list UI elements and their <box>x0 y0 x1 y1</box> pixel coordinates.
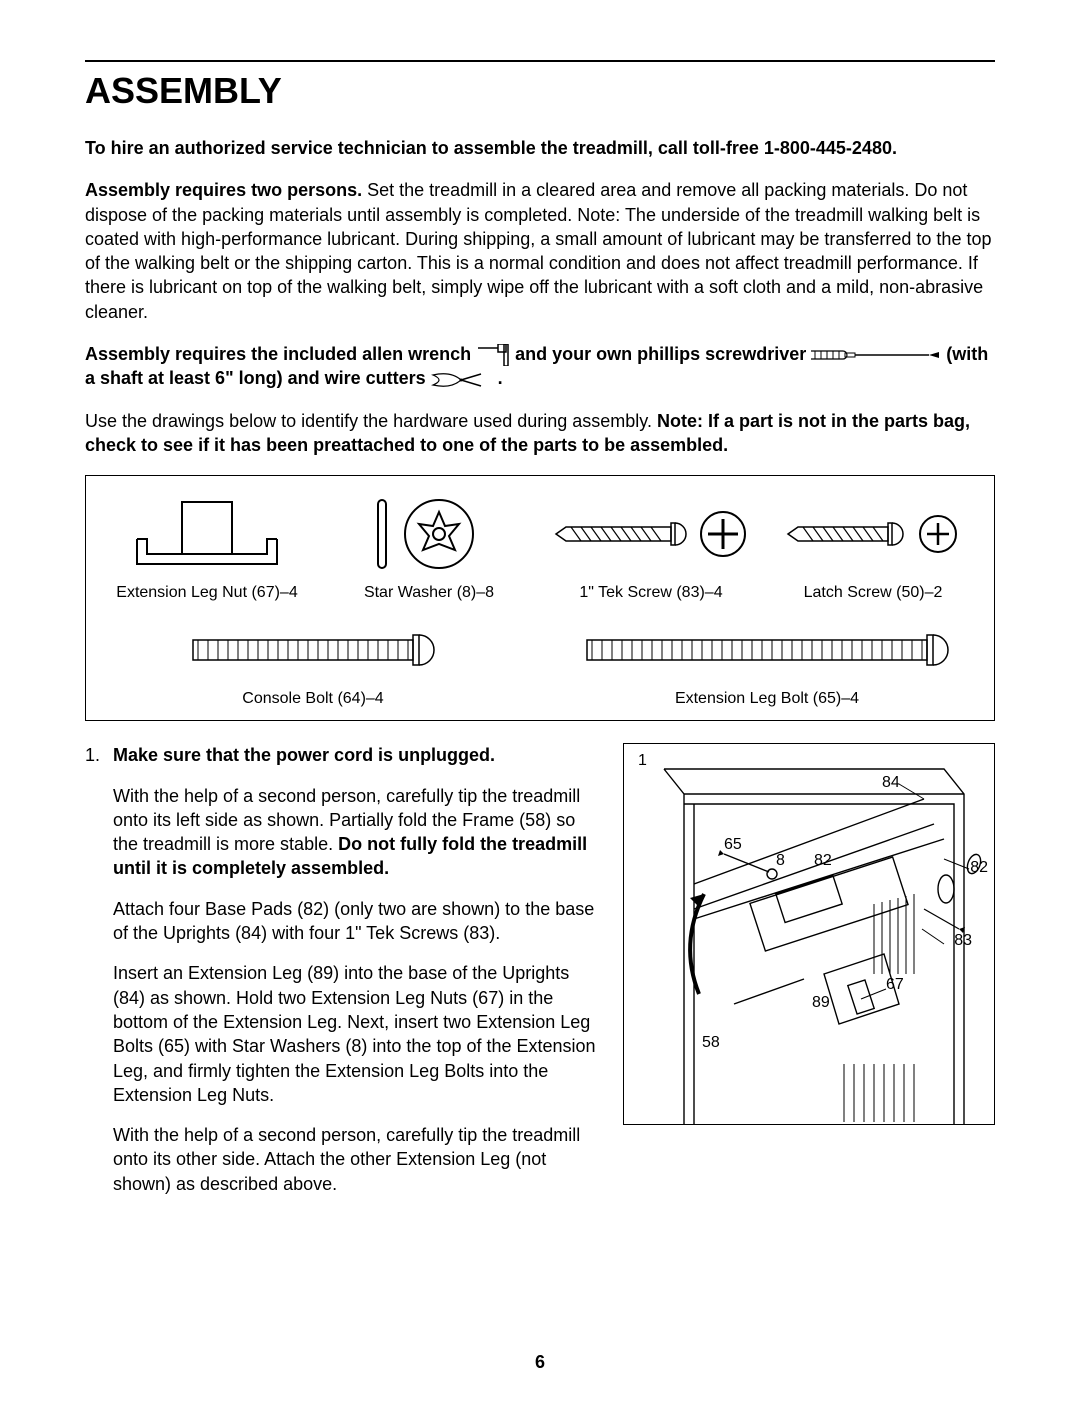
top-rule <box>85 60 995 62</box>
hw-tek-screw-label: 1" Tek Screw (83)–4 <box>550 584 752 602</box>
wire-cutters-icon <box>431 371 493 389</box>
hw-star-washer: Star Washer (8)–8 <box>328 494 530 602</box>
hw-leg-nut-label: Extension Leg Nut (67)–4 <box>106 584 308 602</box>
page-title: ASSEMBLY <box>85 70 995 112</box>
allen-wrench-icon <box>476 344 510 366</box>
treadmill-assembly-diagram-icon <box>624 744 994 1124</box>
identify-hardware-para: Use the drawings below to identify the h… <box>85 409 995 458</box>
dlabel-82a: 82 <box>814 852 832 870</box>
dlabel-58: 58 <box>702 1034 720 1052</box>
dlabel-84: 84 <box>882 774 900 792</box>
dlabel-89: 89 <box>812 994 830 1012</box>
tek-screw-icon <box>551 499 751 569</box>
hw-star-washer-label: Star Washer (8)–8 <box>328 584 530 602</box>
page: ASSEMBLY To hire an authorized service t… <box>0 0 1080 1413</box>
step1-p3: Insert an Extension Leg (89) into the ba… <box>113 961 603 1107</box>
hardware-box: Extension Leg Nut (67)–4 Star Washer (8)… <box>85 475 995 721</box>
requires-two-persons-para: Assembly requires two persons. Set the t… <box>85 178 995 324</box>
requires-two-rest: Set the treadmill in a cleared area and … <box>85 180 991 321</box>
step-1-section: Make sure that the power cord is unplugg… <box>85 743 995 1212</box>
dlabel-83: 83 <box>954 932 972 950</box>
tools-b: and your own phillips screwdriver <box>515 344 806 364</box>
page-number: 6 <box>85 1352 995 1373</box>
extension-leg-bolt-icon <box>577 625 957 675</box>
dlabel-82b: 82 <box>970 859 988 877</box>
step1-lead: Make sure that the power cord is unplugg… <box>113 745 495 765</box>
tools-d: . <box>498 368 503 388</box>
requires-two-lead: Assembly requires two persons. <box>85 180 362 200</box>
dlabel-67: 67 <box>886 976 904 994</box>
para3a: Use the drawings below to identify the h… <box>85 411 657 431</box>
hw-latch-screw: Latch Screw (50)–2 <box>772 494 974 602</box>
step1-p2: Attach four Base Pads (82) (only two are… <box>113 897 603 946</box>
step-1-diagram: 1 84 65 8 82 82 83 67 89 58 <box>623 743 995 1125</box>
hw-console-bolt-label: Console Bolt (64)–4 <box>106 690 520 708</box>
hw-extension-leg-nut: Extension Leg Nut (67)–4 <box>106 494 308 602</box>
star-washer-icon <box>374 494 484 574</box>
hw-tek-screw: 1" Tek Screw (83)–4 <box>550 494 752 602</box>
step-1-text: Make sure that the power cord is unplugg… <box>85 743 603 1212</box>
extension-leg-nut-icon <box>127 494 287 574</box>
tools-required-para: Assembly requires the included allen wre… <box>85 342 995 391</box>
dlabel-8: 8 <box>776 852 785 870</box>
hire-technician-line: To hire an authorized service technician… <box>85 136 995 160</box>
hw-ext-leg-bolt-label: Extension Leg Bolt (65)–4 <box>560 690 974 708</box>
dlabel-65: 65 <box>724 836 742 854</box>
dlabel-1: 1 <box>638 752 647 770</box>
hw-console-bolt: Console Bolt (64)–4 <box>106 620 520 708</box>
step1-p4: With the help of a second person, carefu… <box>113 1123 603 1196</box>
hw-latch-screw-label: Latch Screw (50)–2 <box>772 584 974 602</box>
hw-ext-leg-bolt: Extension Leg Bolt (65)–4 <box>560 620 974 708</box>
phillips-screwdriver-icon <box>811 346 941 364</box>
console-bolt-icon <box>183 625 443 675</box>
tools-a: Assembly requires the included allen wre… <box>85 344 471 364</box>
latch-screw-icon <box>783 499 963 569</box>
